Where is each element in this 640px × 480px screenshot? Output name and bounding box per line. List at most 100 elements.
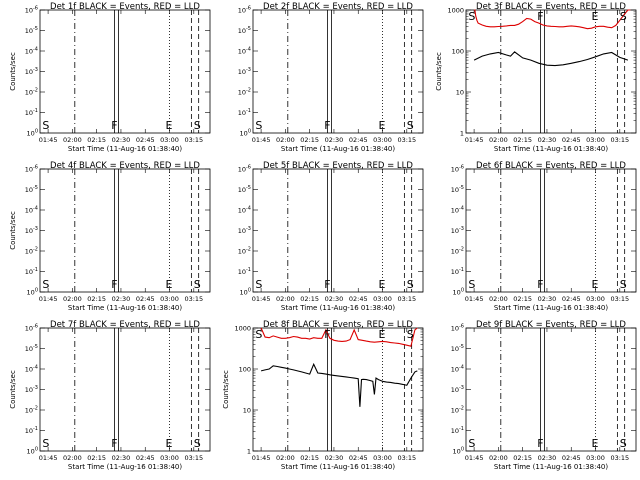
x-tick-label: 02:45 [349,136,368,144]
x-tick-label: 02:00 [63,295,82,303]
panel-det-9: Det 9f BLACK = Events, RED = LLD 01:45 02:… [451,320,637,471]
y-tick-label: 10-2 [451,247,464,256]
event-marker-label: S [194,278,201,291]
x-tick-label: 02:30 [112,295,131,303]
y-tick-label: 10-6 [238,165,251,174]
x-axis-label: Start Time (11-Aug-16 01:38:40) [494,145,608,153]
y-axis-label: Counts/sec [9,370,17,409]
x-tick-label: 02:00 [489,454,508,462]
event-marker-label: E [591,278,598,291]
plot-frame [252,327,424,452]
event-marker-label: S [255,278,262,291]
series-lld-line [474,9,631,30]
x-tick-label: 01:45 [252,295,271,303]
x-tick-label: 02:00 [276,295,295,303]
y-tick-label: 100 [239,366,251,374]
x-tick-label: 02:30 [112,454,131,462]
x-tick-label: 03:15 [397,454,416,462]
plot-frame [465,168,637,293]
y-tick-label: 10-4 [25,365,38,374]
panel-title: Det 2f BLACK = Events, RED = LLD [263,2,413,12]
y-tick-label: 10-4 [451,365,464,374]
panel-det-2: Det 2f BLACK = Events, RED = LLD 01:45 02:… [238,2,424,153]
x-tick-label: 03:15 [397,295,416,303]
panel-det-5: Det 5f BLACK = Events, RED = LLD 01:45 02:… [238,161,424,312]
x-tick-label: 01:45 [252,136,271,144]
event-marker-label: F [537,278,543,291]
y-tick-label: 10-5 [25,185,38,194]
y-tick-label: 10-4 [238,47,251,56]
x-tick-label: 02:30 [538,454,557,462]
x-tick-label: 03:00 [586,136,605,144]
x-tick-label: 02:45 [349,454,368,462]
series-events-line [473,51,629,67]
event-marker-label: S [407,278,414,291]
y-tick-label: 10-1 [25,108,38,117]
x-tick-label: 02:30 [538,295,557,303]
x-tick-label: 01:45 [39,295,58,303]
event-marker-label: S [620,278,627,291]
y-tick-label: 10-5 [451,344,464,353]
x-tick-label: 02:45 [562,454,581,462]
y-tick-label: 10-1 [238,267,251,276]
y-tick-label: 10-5 [25,344,38,353]
y-tick-label: 10-4 [25,47,38,56]
x-tick-label: 02:30 [538,136,557,144]
event-marker-label: S [468,437,475,450]
y-tick-label: 10-5 [238,26,251,35]
x-tick-label: 02:00 [489,295,508,303]
x-tick-label: 02:00 [489,136,508,144]
y-tick-label: 10-1 [238,108,251,117]
series-lld-line [260,327,418,347]
x-tick-label: 01:45 [465,295,484,303]
y-tick-label: 10-3 [25,226,38,235]
y-axis-label: Counts/sec [222,370,230,409]
event-marker-label: E [165,437,172,450]
y-tick-label: 10-4 [25,206,38,215]
y-tick-label: 100 [453,447,464,456]
y-tick-label: 10-2 [238,88,251,97]
x-tick-label: 03:00 [586,454,605,462]
event-marker-label: F [111,278,117,291]
event-marker-label: S [468,10,475,23]
y-tick-label: 1000 [234,325,251,333]
x-axis-label: Start Time (11-Aug-16 01:38:40) [494,463,608,471]
event-marker-label: E [591,437,598,450]
panel-det-7: Det 7f BLACK = Events, RED = LLD 01:45 02:… [9,320,211,471]
y-tick-label: 100 [27,288,38,297]
x-axis-label: Start Time (11-Aug-16 01:38:40) [68,463,182,471]
y-tick-label: 10-3 [451,385,464,394]
plot-frame [252,9,424,134]
x-tick-label: 02:15 [300,454,319,462]
x-axis-label: Start Time (11-Aug-16 01:38:40) [494,304,608,312]
y-tick-label: 10-5 [238,185,251,194]
plot-frame [252,168,424,293]
y-tick-label: 10-6 [451,324,464,333]
x-tick-label: 02:15 [300,136,319,144]
y-tick-label: 10-4 [238,206,251,215]
x-tick-label: 02:45 [136,295,155,303]
x-tick-label: 02:30 [325,454,344,462]
event-marker-label: S [407,119,414,132]
y-tick-label: 10-2 [25,406,38,415]
event-marker-label: S [620,10,627,23]
x-tick-label: 02:15 [513,295,532,303]
x-tick-label: 03:15 [610,136,629,144]
x-tick-label: 02:30 [112,136,131,144]
x-axis-label: Start Time (11-Aug-16 01:38:40) [68,145,182,153]
event-marker-label: S [255,328,262,341]
panel-det-4: Det 4f BLACK = Events, RED = LLD 01:45 02:… [9,161,211,312]
y-tick-label: 100 [240,129,251,138]
y-tick-label: 10-2 [25,247,38,256]
event-marker-label: S [255,119,262,132]
x-axis-label: Start Time (11-Aug-16 01:38:40) [281,304,395,312]
y-tick-label: 100 [453,288,464,297]
event-marker-label: S [620,437,627,450]
x-tick-label: 01:45 [465,454,484,462]
x-tick-label: 03:15 [397,136,416,144]
y-tick-label: 10-1 [451,267,464,276]
event-marker-label: S [468,278,475,291]
y-tick-label: 10-1 [25,267,38,276]
event-marker-label: F [324,278,330,291]
